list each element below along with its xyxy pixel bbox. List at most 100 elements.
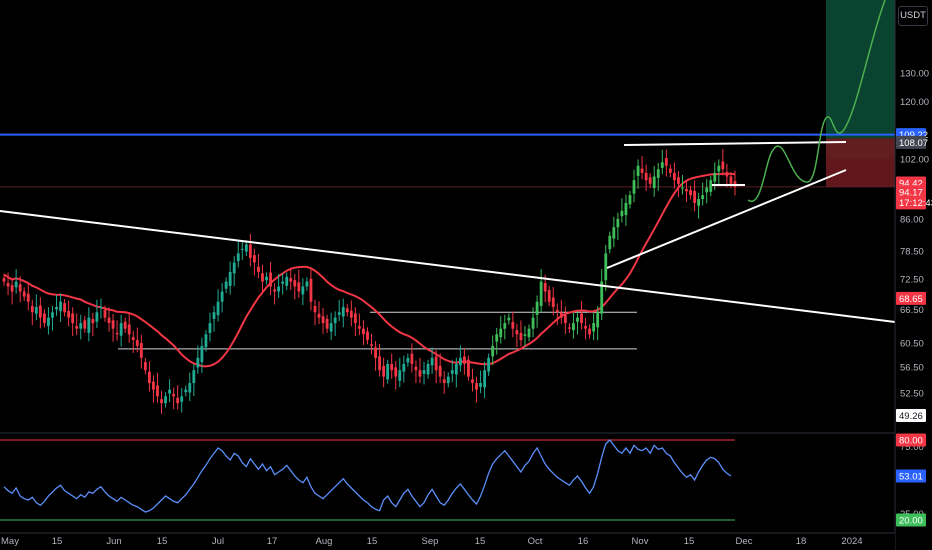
candle-body [531, 317, 535, 329]
time-axis[interactable] [0, 533, 895, 550]
candle-body [269, 272, 272, 287]
candle-body [115, 332, 119, 335]
candle-body [176, 397, 180, 404]
time-tick-label: Jul [212, 536, 224, 547]
candle-body [297, 282, 301, 292]
candle-body [592, 323, 596, 332]
candle-body [103, 309, 107, 318]
time-tick-label: May [1, 536, 19, 547]
time-tick-label: 15 [52, 536, 63, 547]
candle-body [184, 389, 188, 393]
time-tick-label: Sep [422, 536, 439, 547]
candle-body [499, 328, 503, 338]
trendlines[interactable] [0, 141, 896, 323]
candle-body [467, 359, 470, 377]
time-tick-label: 18 [796, 536, 807, 547]
time-tick-label: Aug [316, 536, 333, 547]
candle-body [519, 332, 523, 341]
candle-body [281, 281, 285, 284]
candle-body [624, 202, 628, 216]
resistance-trendline[interactable] [623, 141, 847, 146]
candle-body [107, 317, 111, 324]
candle-body [442, 379, 446, 384]
candle-body [685, 188, 688, 192]
price-axis[interactable] [895, 0, 932, 550]
candle-body [228, 271, 232, 286]
candle-body [559, 312, 563, 318]
price-tick-label: 78.50 [900, 247, 924, 258]
rsi-badge [896, 513, 926, 527]
candle-body [131, 337, 135, 341]
time-tick-label: 16 [578, 536, 589, 547]
candle-body [475, 383, 478, 390]
candle-body [366, 331, 369, 341]
candle-body [438, 366, 442, 377]
candle-body [289, 278, 293, 282]
candle-body [168, 389, 172, 394]
candle-body [636, 165, 640, 176]
candle-body [612, 227, 616, 239]
stop-zone [826, 138, 895, 187]
rsi-badge-label: 53.01 [899, 471, 923, 482]
candle-body [147, 371, 151, 384]
currency-button[interactable]: USDT [898, 6, 928, 26]
ascending-trendline[interactable] [606, 169, 847, 269]
candle-body [616, 218, 620, 228]
moving-average [3, 172, 736, 368]
candle-body [535, 301, 539, 315]
candle-body [543, 283, 547, 292]
candle-body [729, 176, 733, 184]
descending-trendline[interactable] [0, 210, 896, 323]
candle-body [317, 313, 321, 318]
candle-body [261, 273, 264, 282]
candle-body [204, 334, 208, 348]
candle-body [329, 323, 333, 332]
candle-body [18, 284, 22, 292]
candle-body [164, 396, 167, 404]
candle-body [527, 328, 531, 338]
rsi-badge [896, 433, 926, 447]
candle-body [709, 180, 713, 192]
candle-body [71, 313, 75, 324]
candle-body [539, 281, 543, 307]
candle-body [208, 323, 212, 333]
candle-body [555, 309, 559, 313]
candle-body [63, 303, 67, 313]
candle-body [495, 334, 499, 342]
candle-body [378, 356, 382, 371]
candle-body [430, 357, 434, 366]
candle-body [370, 344, 373, 346]
candle-body [353, 313, 357, 324]
candle-body [119, 323, 123, 336]
candle-body [576, 317, 579, 322]
candle-body [733, 181, 737, 187]
price-tick-label: 66.50 [900, 305, 924, 316]
candle-body [567, 327, 571, 329]
candle-body [75, 325, 79, 329]
candle-body [426, 363, 430, 375]
candle-body [95, 312, 99, 322]
candle-body [584, 325, 587, 329]
candle-body [414, 366, 418, 371]
price-tick-label: 72.50 [900, 275, 924, 286]
candle-body [717, 165, 721, 172]
candle-body [160, 399, 163, 404]
candle-body [454, 363, 458, 375]
ma-line [3, 172, 736, 368]
candle-body [293, 280, 297, 287]
candle-body [200, 345, 204, 363]
candle-body [471, 379, 474, 384]
candle-body [345, 308, 349, 313]
candle-body [507, 317, 511, 321]
candle-body [79, 323, 83, 329]
price-tick-label: 120.00 [900, 97, 929, 108]
rsi-badge-label: 80.00 [899, 436, 923, 447]
time-tick-label: 2024 [841, 536, 862, 547]
candle-body [14, 281, 18, 288]
candle-body [180, 396, 184, 402]
candle-body [156, 385, 159, 397]
candle-body [515, 330, 519, 335]
